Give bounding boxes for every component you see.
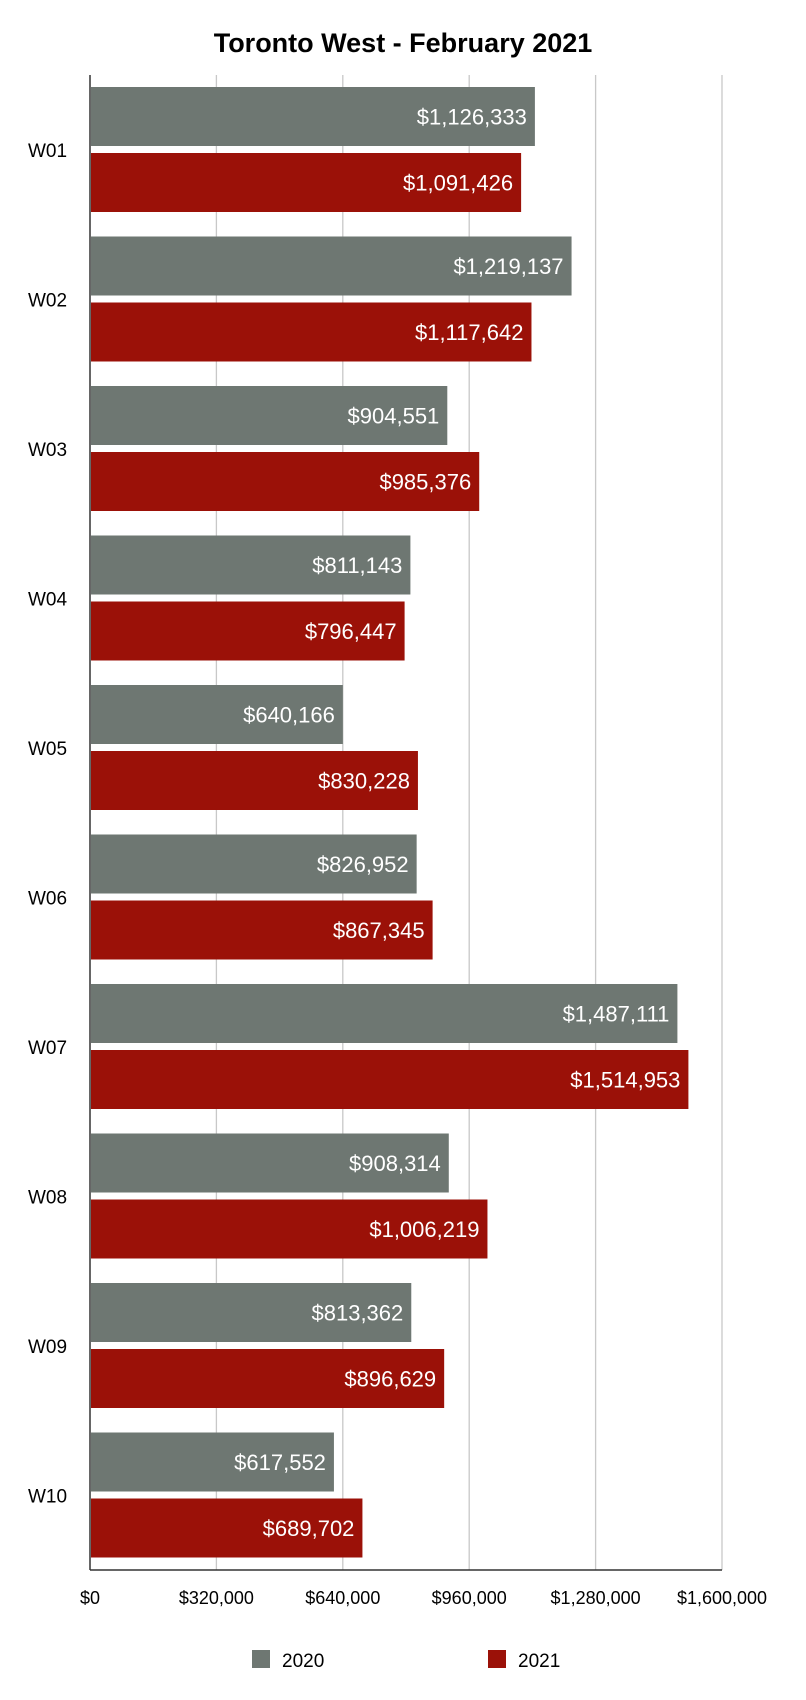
legend-swatch-2020 [252,1650,270,1668]
legend-label: 2020 [282,1651,324,1672]
x-tick-label: $320,000 [179,1588,254,1608]
data-label: $813,362 [312,1301,404,1326]
category-labels: W01 W02 W03 W04 W05 W06 W07 W08 W09 W10 [28,141,68,1508]
category-label: W10 [28,1486,67,1507]
bar-2021-W08 [91,1199,488,1259]
bar-2020-W07 [91,984,678,1043]
bar-2021-W02 [91,302,532,362]
data-label: $1,219,137 [453,254,563,279]
legend-label: 2021 [518,1651,560,1672]
data-label: $1,514,953 [570,1068,680,1093]
bar-2020-W02 [91,236,572,296]
data-label: $617,552 [234,1450,326,1475]
legend-swatch-2021 [488,1650,506,1668]
x-axis: $0 $320,000 $640,000 $960,000 $1,280,000 $1,6… [80,75,767,1608]
bar-2021-W03 [91,452,480,511]
gridlines [215,75,723,1570]
category-label: W06 [28,888,67,909]
bar-2021-W07 [91,1050,689,1109]
x-tick-label: $0 [80,1588,100,1608]
bar-2021-W10 [91,1498,363,1558]
bar-2020-W05 [91,685,343,744]
category-label: W04 [28,589,68,610]
data-label: $908,314 [349,1151,441,1176]
category-label: W02 [28,290,67,311]
bar-2021-W06 [91,900,433,960]
bar-2020-W09 [91,1283,412,1342]
x-tick-label: $640,000 [305,1588,380,1608]
data-label: $1,006,219 [369,1217,479,1242]
bar-2021-W01 [91,153,522,212]
data-label: $867,345 [333,918,425,943]
data-label: $811,143 [312,553,402,578]
bar-2020-W01 [91,87,535,146]
legend: 2020 2021 [252,1650,560,1672]
category-label: W05 [28,739,67,760]
data-label: $830,228 [318,769,410,794]
data-label: $985,376 [379,470,471,495]
category-label: W01 [28,141,67,162]
category-label: W03 [28,440,67,461]
bar-2021-W05 [91,751,418,810]
data-label: $640,166 [243,703,335,728]
data-label: $1,126,333 [417,105,527,130]
chart-title: Toronto West - February 2021 [214,28,593,58]
data-label: $896,629 [344,1367,436,1392]
bar-2020-W10 [91,1432,334,1492]
bar-2020-W06 [91,834,417,894]
data-label: $796,447 [305,619,397,644]
data-label: $1,091,426 [403,171,513,196]
data-label: $826,952 [317,852,409,877]
data-label: $689,702 [263,1516,355,1541]
category-label: W07 [28,1038,67,1059]
bar-2020-W03 [91,386,448,445]
category-label: W08 [28,1187,67,1208]
category-label: W09 [28,1337,67,1358]
data-label: $1,487,111 [563,1002,670,1027]
data-label: $1,117,642 [415,320,523,345]
bars: $1,126,333 $1,091,426 $1,219,137 $1,117,642… [91,87,689,1558]
bar-2021-W04 [91,601,405,661]
bar-2020-W08 [91,1133,449,1193]
x-tick-label: $960,000 [432,1588,507,1608]
x-tick-label: $1,600,000 [677,1588,767,1608]
data-label: $904,551 [348,404,440,429]
bar-2020-W04 [91,535,411,595]
x-tick-label: $1,280,000 [551,1588,641,1608]
bar-2021-W09 [91,1349,445,1408]
